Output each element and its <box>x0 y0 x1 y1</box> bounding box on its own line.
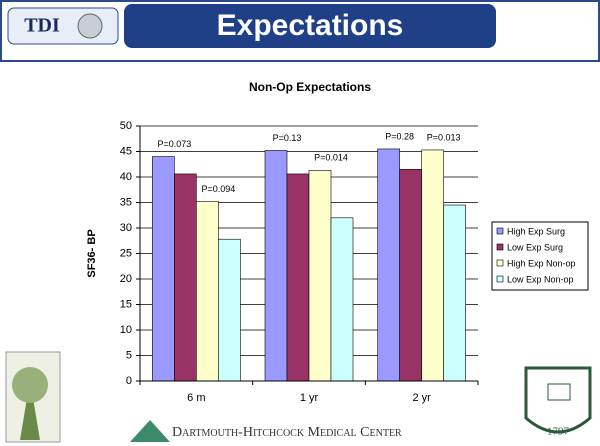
annotation: P=0.13 <box>273 133 302 143</box>
bar <box>218 238 241 382</box>
legend-swatch <box>496 227 504 235</box>
legend-label: High Exp Non-op <box>507 258 576 268</box>
footer-logo <box>130 420 170 442</box>
bar <box>399 169 422 382</box>
legend-label: Low Exp Non-op <box>507 274 574 284</box>
bar <box>152 156 175 382</box>
annotation: P=0.094 <box>201 184 235 194</box>
logo-icon <box>77 13 103 39</box>
seal-year: 1797 <box>547 426 570 438</box>
tree-shape <box>20 380 40 440</box>
y-tick-label: 45 <box>120 145 132 157</box>
x-tick-label: 1 yr <box>300 392 319 404</box>
annotation: P=0.013 <box>427 132 461 142</box>
chart: Non-Op Expectations SF36- BP 0 5 10 15 20 25 30 3… <box>86 80 589 404</box>
slide-title: Expectations <box>217 9 404 42</box>
footer-text: Dartmouth-Hitchcock Medical Center <box>172 425 402 440</box>
bar <box>286 173 310 382</box>
y-tick-label: 30 <box>120 222 132 234</box>
x-tick-label: 2 yr <box>412 392 431 404</box>
chart-title: Non-Op Expectations <box>249 80 371 94</box>
annotation: P=0.28 <box>385 131 414 141</box>
legend-label: High Exp Surg <box>507 226 565 236</box>
bar <box>174 173 197 382</box>
bar <box>377 148 400 382</box>
bar <box>264 150 288 382</box>
annotation: P=0.073 <box>157 139 191 149</box>
logo-text: TDI <box>24 15 60 37</box>
legend-label: Low Exp Surg <box>507 242 563 252</box>
legend-swatch <box>496 275 504 283</box>
legend-swatch <box>496 243 504 251</box>
bar <box>421 149 444 382</box>
tree-crown <box>12 367 48 403</box>
y-tick-label: 25 <box>120 247 132 259</box>
x-tick-label: 6 m <box>187 392 205 404</box>
y-tick-label: 20 <box>120 273 132 285</box>
y-tick-label: 10 <box>120 324 132 336</box>
title-box <box>124 4 496 48</box>
y-tick-label: 15 <box>120 298 132 310</box>
y-tick-label: 0 <box>126 375 132 387</box>
y-tick-label: 40 <box>120 171 132 183</box>
y-tick-label: 5 <box>126 349 132 361</box>
bar <box>443 204 466 382</box>
y-tick-label: 35 <box>120 196 132 208</box>
bar <box>330 217 354 382</box>
legend-box <box>491 221 589 291</box>
bar <box>308 170 332 382</box>
bar <box>196 201 219 382</box>
y-axis-label: SF36- BP <box>86 229 98 277</box>
annotation: P=0.014 <box>314 153 348 163</box>
y-tick-label: 50 <box>120 120 132 132</box>
seal-building <box>547 383 571 401</box>
legend-swatch <box>496 259 504 267</box>
